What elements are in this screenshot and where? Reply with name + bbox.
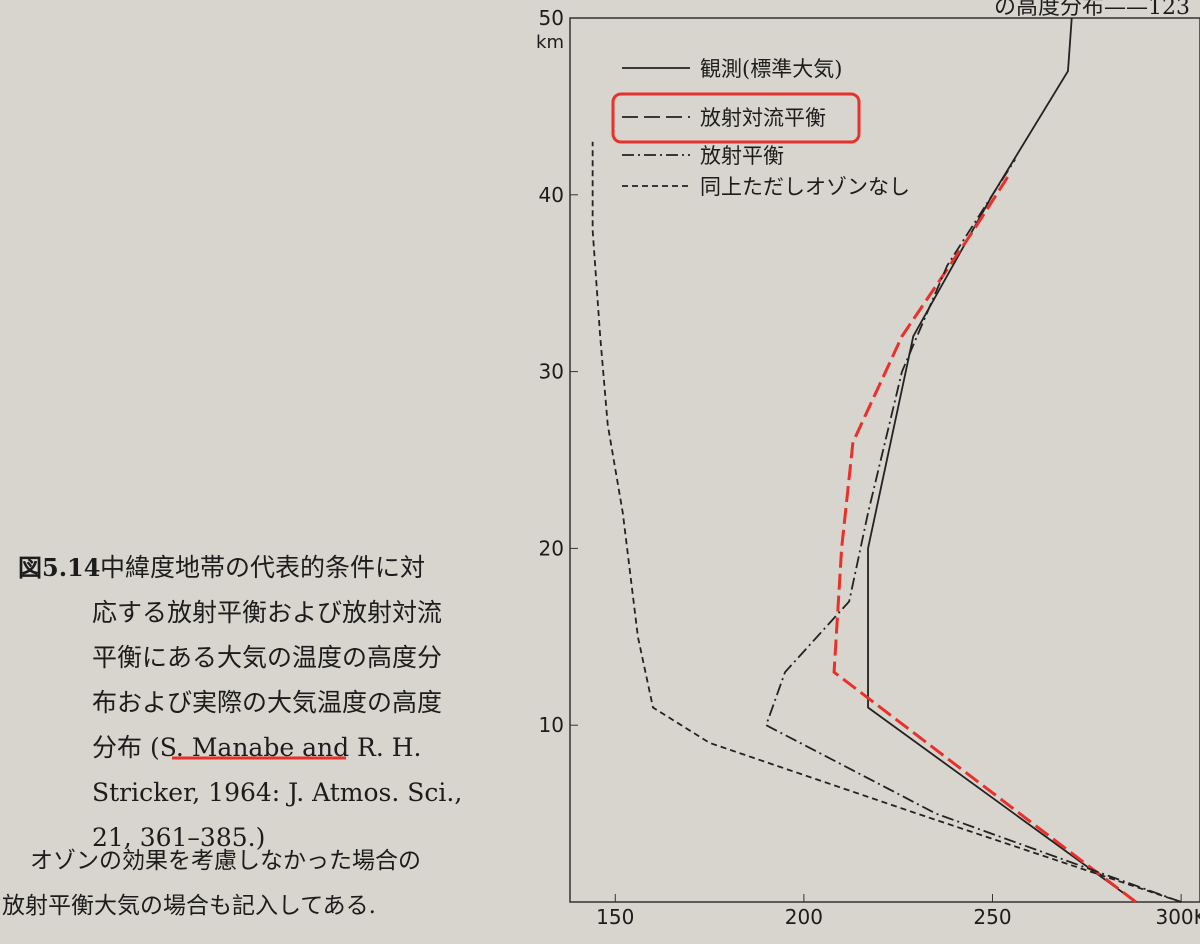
y-tick-label: 30	[539, 360, 564, 384]
x-tick-label: 150	[596, 905, 634, 929]
caption-line: 中緯度地帯の代表的条件に対	[100, 553, 425, 582]
series-line	[832, 176, 1137, 904]
y-tick-label: 50	[539, 6, 564, 30]
series-line	[867, 17, 1137, 903]
caption-line: 21, 361–385.)	[92, 823, 265, 852]
x-tick-label: 300K	[1155, 905, 1200, 929]
legend-label: 同上ただしオゾンなし	[700, 175, 910, 199]
x-tick-label: 250	[973, 905, 1011, 929]
legend-label: 放射平衡	[700, 144, 784, 168]
legend-label: 放射対流平衡	[700, 106, 826, 130]
caption-line: 布および実際の大気温度の高度	[92, 688, 442, 717]
y-tick-label: 40	[539, 183, 564, 207]
caption-note: オゾンの効果を考慮しなかった場合の	[30, 848, 421, 874]
y-tick-label: 20	[539, 536, 564, 560]
caption-line: 分布 (S. Manabe and R. H.	[92, 733, 422, 762]
red-box	[611, 92, 861, 144]
x-tick-label: 200	[785, 905, 823, 929]
caption-line: 平衡にある大気の温度の高度分	[92, 643, 442, 672]
caption-line: Stricker, 1964: J. Atmos. Sci.,	[92, 778, 462, 807]
page-header: の高度分布——123	[994, 0, 1190, 20]
series-line	[591, 141, 1182, 903]
series-line	[765, 158, 1182, 903]
caption-note: 放射平衡大気の場合も記入してある.	[2, 893, 376, 919]
plot-frame	[569, 17, 1200, 903]
caption-line: 応する放射平衡および放射対流	[92, 598, 442, 627]
y-tick-label: 10	[539, 713, 564, 737]
y-unit: km	[536, 32, 564, 53]
figure-label: 図5.14	[18, 553, 100, 582]
legend-label: 観測(標準大気)	[700, 57, 842, 81]
